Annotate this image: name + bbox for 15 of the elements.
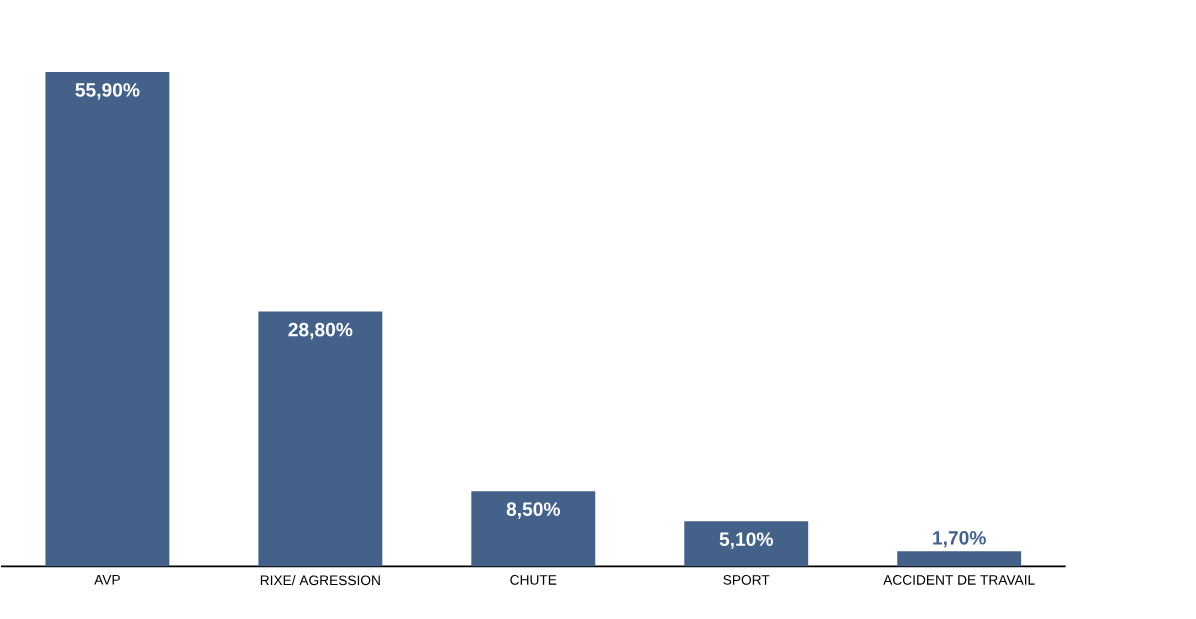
x-tick-label: SPORT xyxy=(723,575,770,585)
data-label: 1,70% xyxy=(933,531,986,548)
bar xyxy=(471,491,596,567)
bar xyxy=(45,72,170,567)
bar xyxy=(684,521,809,567)
data-label: 5,10% xyxy=(719,532,773,549)
x-tick-label: AVP xyxy=(94,575,120,585)
data-label: 28,80% xyxy=(288,322,353,340)
data-label: 55,90% xyxy=(75,83,140,100)
x-tick-label: CHUTE xyxy=(510,575,557,585)
x-tick-label: ACCIDENT DE TRAVAIL xyxy=(883,575,1035,585)
bar xyxy=(258,311,383,567)
data-label: 8,50% xyxy=(506,502,560,519)
x-tick-label: RIXE/ AGRESSION xyxy=(260,575,380,586)
bar xyxy=(897,551,1022,567)
